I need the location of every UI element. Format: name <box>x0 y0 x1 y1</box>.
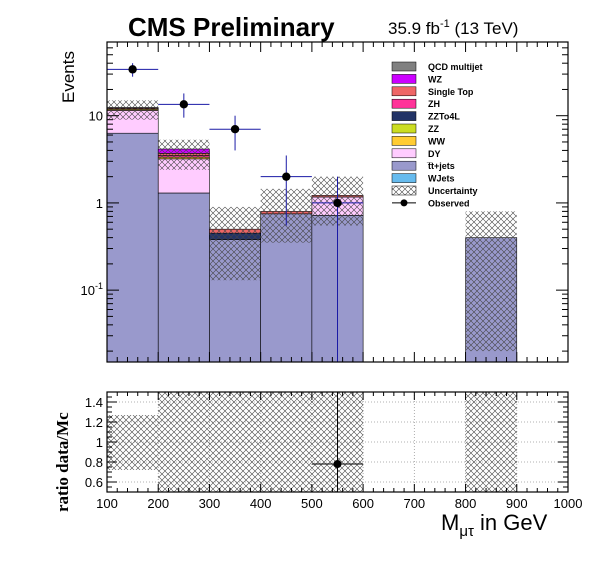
ratio-uncertainty-2 <box>209 392 261 492</box>
legend: QCD multijet WZ Single Top ZH ZZTo4L ZZ WW DY t̅… <box>391 61 483 208</box>
legend-label-5: ZZ <box>428 124 439 134</box>
observed-point-3 <box>282 172 291 181</box>
legend-swatch-4 <box>391 111 417 121</box>
x-tick-label-600: 600 <box>352 496 374 511</box>
x-tick-label-500: 500 <box>301 496 323 511</box>
observed-point-0 <box>128 65 137 74</box>
x-tick-label-1000: 1000 <box>554 496 583 511</box>
legend-label-10: Uncertainty <box>428 186 478 196</box>
y-axis-label: Events <box>59 51 78 103</box>
legend-label-8: t̅t+jets <box>426 161 454 171</box>
legend-label-3: ZH <box>428 99 440 109</box>
legend-swatch-10 <box>391 185 417 196</box>
x-tick-label-100: 100 <box>96 496 118 511</box>
y-tick-exp-2: -1 <box>95 281 103 291</box>
legend-swatch-9 <box>391 173 417 183</box>
legend-swatch-8 <box>391 160 417 171</box>
legend-swatch-6 <box>391 136 417 146</box>
ratio-tick-label-0.8: 0.8 <box>85 455 103 470</box>
x-tick-label-800: 800 <box>455 496 477 511</box>
luminosity-energy: (13 TeV) <box>450 19 519 38</box>
ratio-tick-label-0.6: 0.6 <box>85 475 103 490</box>
ratio-tick-label-1.2: 1.2 <box>85 415 103 430</box>
x-tick-label-700: 700 <box>403 496 425 511</box>
ratio-point-0 <box>333 460 342 468</box>
ratio-uncertainty-1 <box>158 392 210 492</box>
legend-swatch-1 <box>391 74 417 84</box>
y-tick-label-1: 1 <box>96 196 103 211</box>
legend-label-0: QCD multijet <box>428 62 483 72</box>
luminosity-exponent: -1 <box>440 18 450 30</box>
luminosity-label: 35.9 fb-1 (13 TeV) <box>388 18 518 38</box>
legend-label-11: Observed <box>428 198 470 208</box>
observed-point-4 <box>333 198 342 208</box>
legend-label-6: WW <box>428 136 445 146</box>
legend-label-4: ZZTo4L <box>428 112 460 122</box>
legend-label-9: WJets <box>428 174 455 184</box>
ratio-tick-label-1.4: 1.4 <box>85 395 103 410</box>
stack-bar-0-1 <box>157 192 210 363</box>
x-tick-label-200: 200 <box>147 496 169 511</box>
ratio-uncertainty-3 <box>260 392 312 492</box>
ratio-tick-label-1: 1 <box>96 435 103 450</box>
ratio-uncertainty-7 <box>465 392 517 492</box>
legend-swatch-2 <box>391 86 417 97</box>
x-tick-label-900: 900 <box>506 496 528 511</box>
chart-title: CMS Preliminary <box>128 12 335 42</box>
uncertainty-band-1 <box>158 139 210 170</box>
x-axis-label-subscript: μτ <box>459 523 474 540</box>
legend-swatch-7 <box>391 148 417 159</box>
y-tick-base-2: 10 <box>81 283 95 298</box>
luminosity-value: 35.9 fb <box>388 19 440 38</box>
ratio-plot-area: 100 200 300 400 500 600 700 800 900 1000 0.6 0.8 1 1.… <box>85 391 583 511</box>
y-tick-base-1: 1 <box>96 196 103 211</box>
x-axis-label-unit: in GeV <box>474 510 548 535</box>
uncertainty-band-2 <box>209 206 261 281</box>
legend-swatch-3 <box>391 98 417 109</box>
legend-marker-11 <box>400 199 408 207</box>
stack-bar-0-0 <box>106 132 159 363</box>
legend-swatch-0 <box>391 61 417 72</box>
y-tick-base-0: 10 <box>89 109 103 124</box>
uncertainty-band-7 <box>465 211 517 352</box>
x-tick-label-300: 300 <box>199 496 221 511</box>
x-axis-label-symbol: M <box>441 510 459 535</box>
legend-label-2: Single Top <box>428 87 474 97</box>
legend-label-7: DY <box>428 149 441 159</box>
x-tick-label-400: 400 <box>250 496 272 511</box>
ratio-axis-label: ratio data/Mc <box>53 412 72 512</box>
legend-label-1: WZ <box>428 74 442 84</box>
uncertainty-band-0 <box>107 100 159 120</box>
y-tick-label-2: 10-1 <box>81 281 103 298</box>
observed-point-1 <box>179 100 189 109</box>
legend-swatch-5 <box>391 123 417 134</box>
observed-point-2 <box>230 125 240 134</box>
y-tick-label-0: 10 <box>89 109 103 124</box>
x-axis-label: Mμτ in GeV <box>441 510 548 540</box>
main-plot-frame <box>106 41 569 363</box>
